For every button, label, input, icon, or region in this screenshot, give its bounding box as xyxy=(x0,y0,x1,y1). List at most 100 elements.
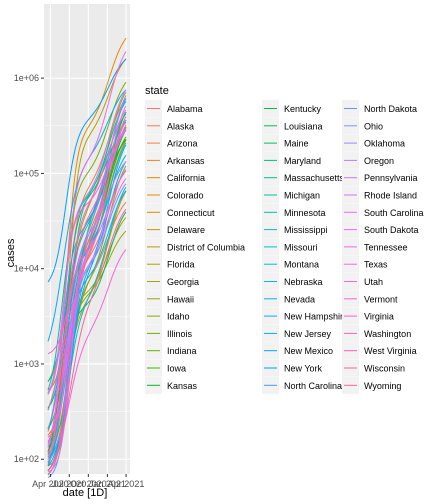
legend-label: Alaska xyxy=(167,121,194,131)
legend-label: Louisiana xyxy=(284,121,323,131)
legend-label: Pennsylvania xyxy=(364,173,418,183)
legend-item: North Dakota xyxy=(342,100,417,117)
legend-label: North Carolina xyxy=(284,381,342,391)
legend-item: New Hampshire xyxy=(262,307,348,325)
legend-label: Illinois xyxy=(167,329,193,339)
legend-item: South Dakota xyxy=(342,221,419,239)
legend-item: District of Columbia xyxy=(145,238,245,256)
legend-label: Iowa xyxy=(167,364,186,374)
legend-label: Missouri xyxy=(284,242,318,252)
legend-label: Wyoming xyxy=(364,381,401,391)
legend-label: Hawaii xyxy=(167,294,194,304)
series-line-tennessee xyxy=(47,105,127,438)
legend-label: Georgia xyxy=(167,277,199,287)
legend-label: Mississippi xyxy=(284,225,328,235)
x-tick-label: Apr 2021 xyxy=(108,479,145,489)
x-axis-label: date [1D] xyxy=(63,487,108,499)
legend-item: Hawaii xyxy=(145,290,194,308)
legend-label: Nevada xyxy=(284,294,315,304)
series-line-virginia xyxy=(47,109,127,445)
y-tick-label: 1e+06 xyxy=(14,73,39,83)
legend-item: Tennessee xyxy=(342,238,408,256)
series-line-washington xyxy=(47,129,127,355)
legend-label: Kentucky xyxy=(284,104,322,114)
legend-item: Louisiana xyxy=(262,117,323,135)
legend-item: New Jersey xyxy=(262,324,332,342)
legend-item: Rhode Island xyxy=(342,186,417,204)
legend-label: Rhode Island xyxy=(364,191,417,201)
legend-item: Montana xyxy=(262,255,319,273)
legend-label: Colorado xyxy=(167,191,204,201)
legend-item: Minnesota xyxy=(262,203,326,221)
legend-label: Maryland xyxy=(284,156,321,166)
legend-label: Ohio xyxy=(364,121,383,131)
legend-item: Kansas xyxy=(145,376,198,394)
legend-item: Wyoming xyxy=(342,376,401,394)
legend-label: Michigan xyxy=(284,191,320,201)
y-tick-label: 1e+05 xyxy=(14,168,39,178)
legend-item: California xyxy=(145,169,205,187)
legend-label: Minnesota xyxy=(284,208,326,218)
series-line-pennsylvania xyxy=(47,89,127,393)
legend-item: Pennsylvania xyxy=(342,169,418,187)
legend-item: Arizona xyxy=(145,134,198,152)
legend-item: Nevada xyxy=(262,290,315,308)
y-tick-label: 1e+02 xyxy=(14,454,39,464)
y-tick-label: 1e+04 xyxy=(14,264,39,274)
legend-label: South Carolina xyxy=(364,208,424,218)
series-line-wyoming xyxy=(47,208,127,471)
x-tick-label: Apr 2020 xyxy=(32,479,69,489)
legend-label: Montana xyxy=(284,260,319,270)
legend-item: Arkansas xyxy=(145,151,205,169)
legend-label: New York xyxy=(284,364,323,374)
legend-label: New Mexico xyxy=(284,346,333,356)
legend-item: Kentucky xyxy=(262,100,322,117)
series-line-oregon xyxy=(47,161,127,456)
legend-item: North Carolina xyxy=(262,376,342,394)
x-tick-label: Jul 2020 xyxy=(52,479,86,489)
legend-label: South Dakota xyxy=(364,225,419,235)
legend-item: Vermont xyxy=(342,290,398,308)
series-line-new-york xyxy=(47,58,127,283)
legend-label: Idaho xyxy=(167,312,190,322)
legend-item: Colorado xyxy=(145,186,204,204)
legend-item: Wisconsin xyxy=(342,359,405,377)
legend-label: Florida xyxy=(167,260,195,270)
legend-label: North Dakota xyxy=(364,104,417,114)
legend-label: New Hampshire xyxy=(284,312,348,322)
legend-item: Washington xyxy=(342,324,411,342)
legend-item: Connecticut xyxy=(145,203,215,221)
legend-label: Arkansas xyxy=(167,156,205,166)
legend-item: Virginia xyxy=(342,307,394,325)
legend-label: Kansas xyxy=(167,381,198,391)
legend: state Alabama Alaska Arizona Arkansas Califo… xyxy=(145,85,424,394)
legend-label: Indiana xyxy=(167,346,197,356)
legend-item: Massachusetts xyxy=(262,169,345,187)
legend-item: Alabama xyxy=(145,100,203,117)
legend-title: state xyxy=(145,85,169,97)
legend-label: Delaware xyxy=(167,225,205,235)
legend-item: Mississippi xyxy=(262,221,328,239)
legend-item: Nebraska xyxy=(262,273,323,290)
legend-item: Idaho xyxy=(145,307,190,325)
series-line-west-virginia xyxy=(47,169,127,476)
y-axis: 1e+02 1e+03 1e+04 1e+05 1e+06 xyxy=(14,73,44,464)
legend-label: Utah xyxy=(364,277,383,287)
legend-item: West Virginia xyxy=(342,342,417,360)
legend-label: Texas xyxy=(364,260,388,270)
legend-item: Maine xyxy=(262,134,309,152)
legend-label: Oklahoma xyxy=(364,139,405,149)
legend-item: Utah xyxy=(342,273,383,290)
legend-item: Missouri xyxy=(262,238,318,256)
legend-label: New Jersey xyxy=(284,329,332,339)
legend-label: Virginia xyxy=(364,312,394,322)
legend-item: New Mexico xyxy=(262,342,333,360)
legend-label: District of Columbia xyxy=(167,242,245,252)
legend-label: Arizona xyxy=(167,139,198,149)
series-lines xyxy=(47,37,127,479)
legend-item: Iowa xyxy=(145,359,186,377)
legend-label: Massachusetts xyxy=(284,173,345,183)
legend-item: Georgia xyxy=(145,273,199,290)
